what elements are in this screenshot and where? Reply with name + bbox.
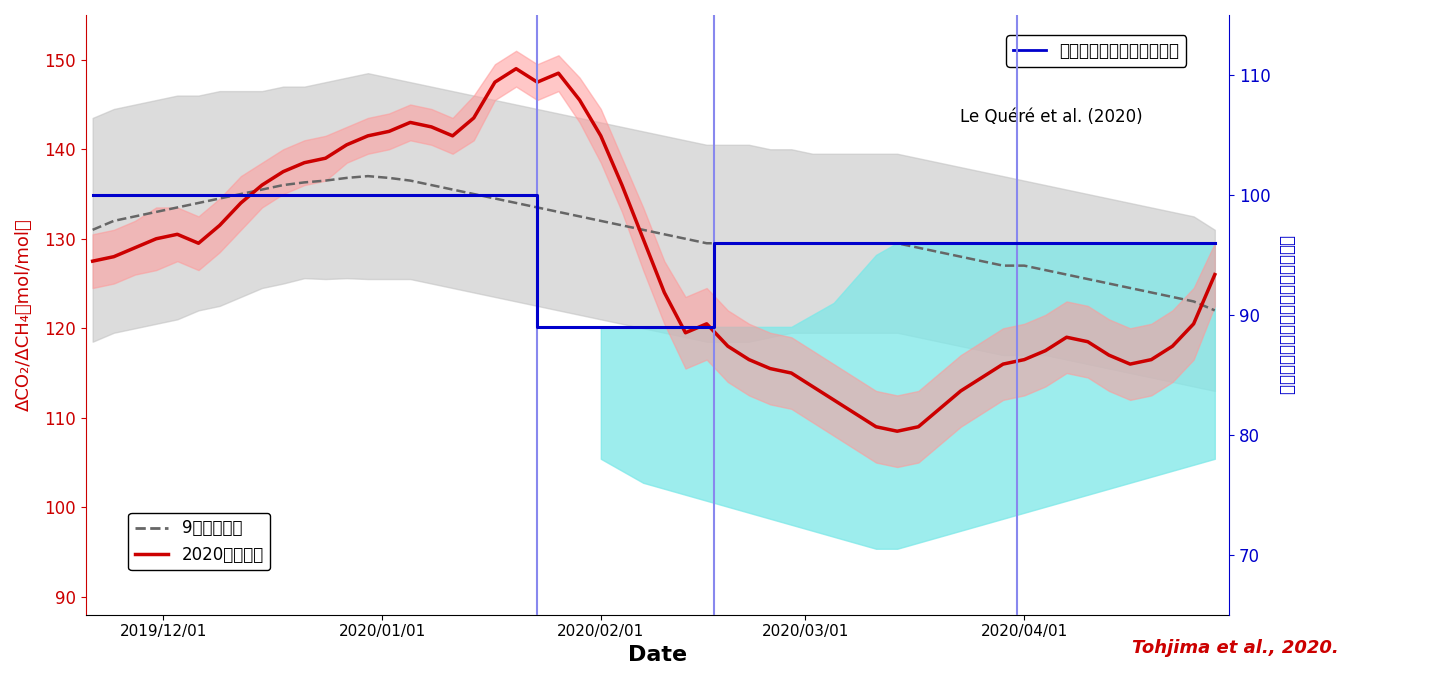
Legend: 中国化石燃料消費量推定値: 中国化石燃料消費量推定値 <box>1007 35 1187 67</box>
Text: Le Quéré et al. (2020): Le Quéré et al. (2020) <box>960 108 1143 126</box>
Y-axis label: ΔCO₂/ΔCH₄（mol/mol）: ΔCO₂/ΔCH₄（mol/mol） <box>14 218 33 411</box>
Y-axis label: 中国の化石燃料消費量推定値（％）: 中国の化石燃料消費量推定値（％） <box>1277 235 1296 395</box>
X-axis label: Date: Date <box>628 645 687 665</box>
Text: Tohjima et al., 2020.: Tohjima et al., 2020. <box>1132 639 1339 657</box>
